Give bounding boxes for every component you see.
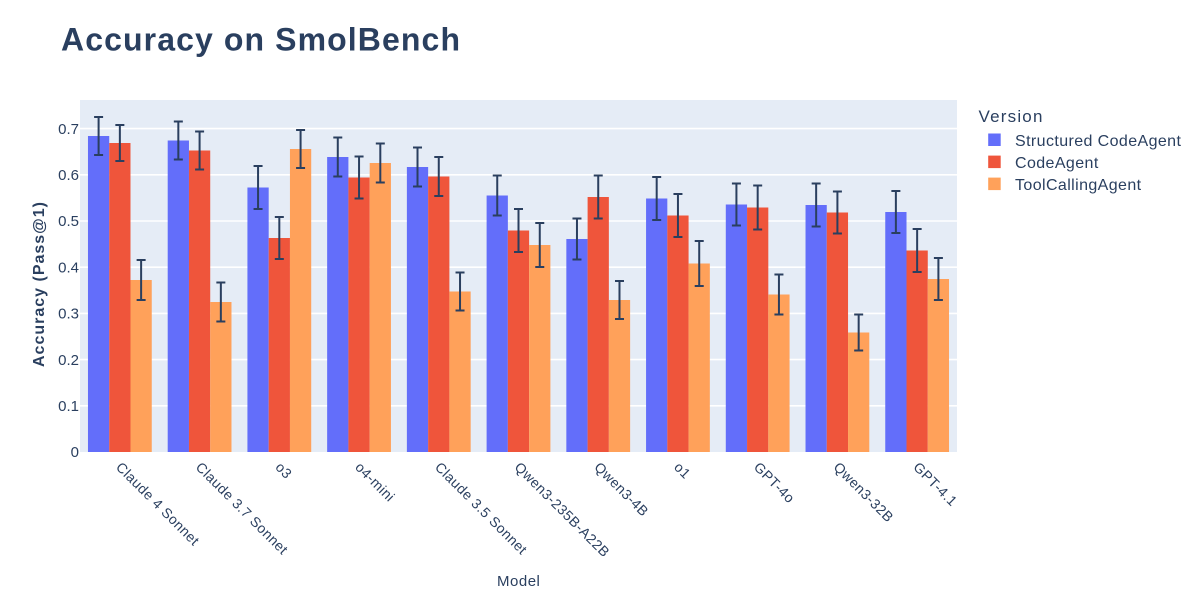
- svg-text:0.2: 0.2: [58, 352, 79, 369]
- svg-text:0.5: 0.5: [58, 213, 79, 230]
- svg-text:0.6: 0.6: [58, 167, 79, 184]
- svg-text:Accuracy on SmolBench: Accuracy on SmolBench: [61, 22, 461, 58]
- svg-text:ToolCallingAgent: ToolCallingAgent: [1015, 177, 1142, 194]
- svg-text:Structured CodeAgent: Structured CodeAgent: [1015, 133, 1181, 150]
- svg-text:0.1: 0.1: [58, 398, 79, 415]
- svg-text:0.7: 0.7: [58, 121, 79, 138]
- svg-text:Accuracy (Pass@1): Accuracy (Pass@1): [31, 201, 48, 367]
- svg-text:0: 0: [71, 444, 79, 461]
- svg-text:0.3: 0.3: [58, 306, 79, 323]
- svg-text:CodeAgent: CodeAgent: [1015, 155, 1099, 172]
- svg-text:0.4: 0.4: [58, 259, 79, 276]
- svg-text:Model: Model: [497, 573, 540, 590]
- svg-text:Version: Version: [979, 107, 1044, 126]
